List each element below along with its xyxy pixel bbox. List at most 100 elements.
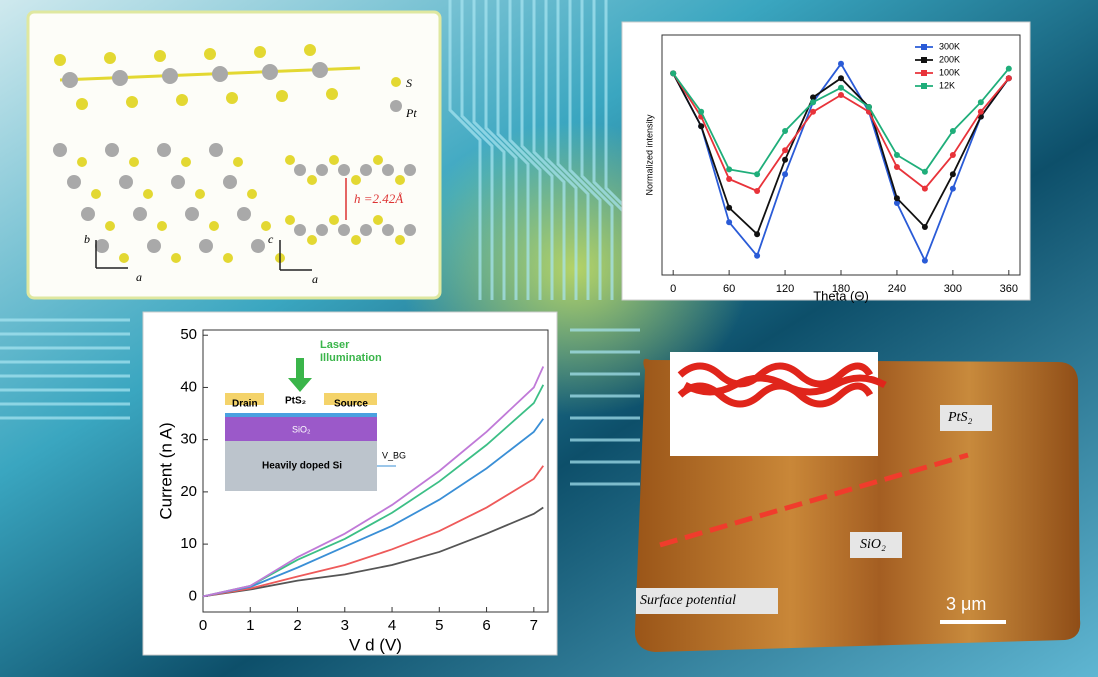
- pt-atom: [237, 207, 251, 221]
- point: [838, 75, 844, 82]
- s-atom: [171, 253, 181, 263]
- trace: [532, 0, 566, 300]
- legend-label: 300K: [939, 41, 960, 51]
- y-tick-label: 30: [180, 431, 197, 448]
- series-line: [202, 418, 545, 598]
- pt-atom: [112, 70, 128, 86]
- legend-marker: [921, 57, 927, 63]
- pt-atom: [251, 239, 265, 253]
- point: [810, 99, 817, 106]
- point: [921, 185, 928, 192]
- x-tick-label: 3: [341, 617, 349, 634]
- trace: [460, 0, 494, 300]
- channel-label: PtS₂: [285, 396, 306, 407]
- trace: [556, 0, 590, 300]
- series-line: [202, 465, 545, 598]
- s-atom: [76, 98, 88, 110]
- pt-atom: [294, 164, 306, 176]
- point: [977, 108, 984, 115]
- x-tick-label: 2: [293, 617, 301, 634]
- s-atom: [247, 189, 257, 199]
- legend-marker: [921, 44, 927, 50]
- point: [838, 92, 844, 98]
- label-box: [940, 405, 992, 431]
- gate-label: V_BG: [382, 450, 406, 460]
- point: [810, 94, 817, 101]
- drain-label: Drain: [232, 399, 258, 410]
- s-atom: [119, 253, 129, 263]
- point: [782, 156, 789, 163]
- laser-arrow: [288, 358, 312, 392]
- point: [754, 231, 761, 238]
- point: [893, 152, 900, 158]
- point: [949, 185, 956, 192]
- x-tick-label: 360: [1000, 283, 1018, 295]
- point: [754, 188, 761, 194]
- pts2-label: PtS₂: [947, 410, 972, 425]
- pt-atom: [157, 143, 171, 157]
- pt-atom: [404, 224, 416, 236]
- x-tick-label: 240: [888, 283, 906, 295]
- pt-atom: [316, 164, 328, 176]
- substrate-label: Heavily doped Si: [262, 461, 342, 472]
- s-atom: [104, 52, 116, 64]
- point: [921, 257, 928, 264]
- pt-atom: [105, 143, 119, 157]
- legend-marker: [921, 83, 927, 89]
- s-atom: [276, 90, 288, 102]
- s-atom: [209, 221, 219, 231]
- pt-atom: [67, 175, 81, 189]
- x-tick-label: 5: [435, 617, 443, 634]
- s-atom: [395, 235, 405, 245]
- trace: [472, 0, 506, 300]
- s-atom: [126, 96, 138, 108]
- series-line: [202, 506, 544, 598]
- trace: [508, 0, 542, 300]
- sio2-label: SiO₂: [860, 537, 886, 552]
- molecule-ribbons: [677, 362, 887, 408]
- s-atom: [329, 155, 339, 165]
- s-atom: [307, 235, 317, 245]
- s-atom: [181, 157, 191, 167]
- s-atom: [77, 157, 87, 167]
- s-atom: [254, 46, 266, 58]
- point: [726, 166, 733, 173]
- y-axis-label: Normalized intensity: [644, 114, 654, 196]
- pt-atom: [209, 143, 223, 157]
- axis-arrows: [95, 240, 128, 269]
- x-tick-label: 7: [530, 617, 538, 634]
- pt-atom: [404, 164, 416, 176]
- point: [726, 219, 733, 226]
- s-atom: [373, 215, 383, 225]
- plot-frame: [202, 329, 549, 613]
- s-atom: [105, 221, 115, 231]
- pt-atom: [338, 164, 350, 176]
- trace: [520, 0, 554, 300]
- axis-arrows: [279, 240, 312, 271]
- axis-label: c: [268, 232, 274, 246]
- point: [865, 104, 872, 110]
- pt-atom: [147, 239, 161, 253]
- trace: [568, 0, 602, 300]
- point: [698, 108, 705, 115]
- crystal-structure: [53, 44, 416, 263]
- x-axis-label: V d (V): [349, 635, 402, 654]
- pt-atom: [53, 143, 67, 157]
- point: [921, 224, 928, 230]
- channel-gap: [264, 393, 324, 405]
- pts2-layer: [225, 413, 377, 417]
- legend-pt-atom: [390, 100, 402, 112]
- point: [810, 108, 817, 115]
- legend-label: Pt: [405, 106, 417, 120]
- pt-atom: [171, 175, 185, 189]
- s-atom: [91, 189, 101, 199]
- pt-atom: [316, 224, 328, 236]
- s-atom: [223, 253, 233, 263]
- point: [726, 204, 733, 211]
- s-atom: [326, 88, 338, 100]
- point: [782, 128, 789, 134]
- point: [921, 168, 928, 175]
- x-tick-label: 180: [832, 283, 850, 295]
